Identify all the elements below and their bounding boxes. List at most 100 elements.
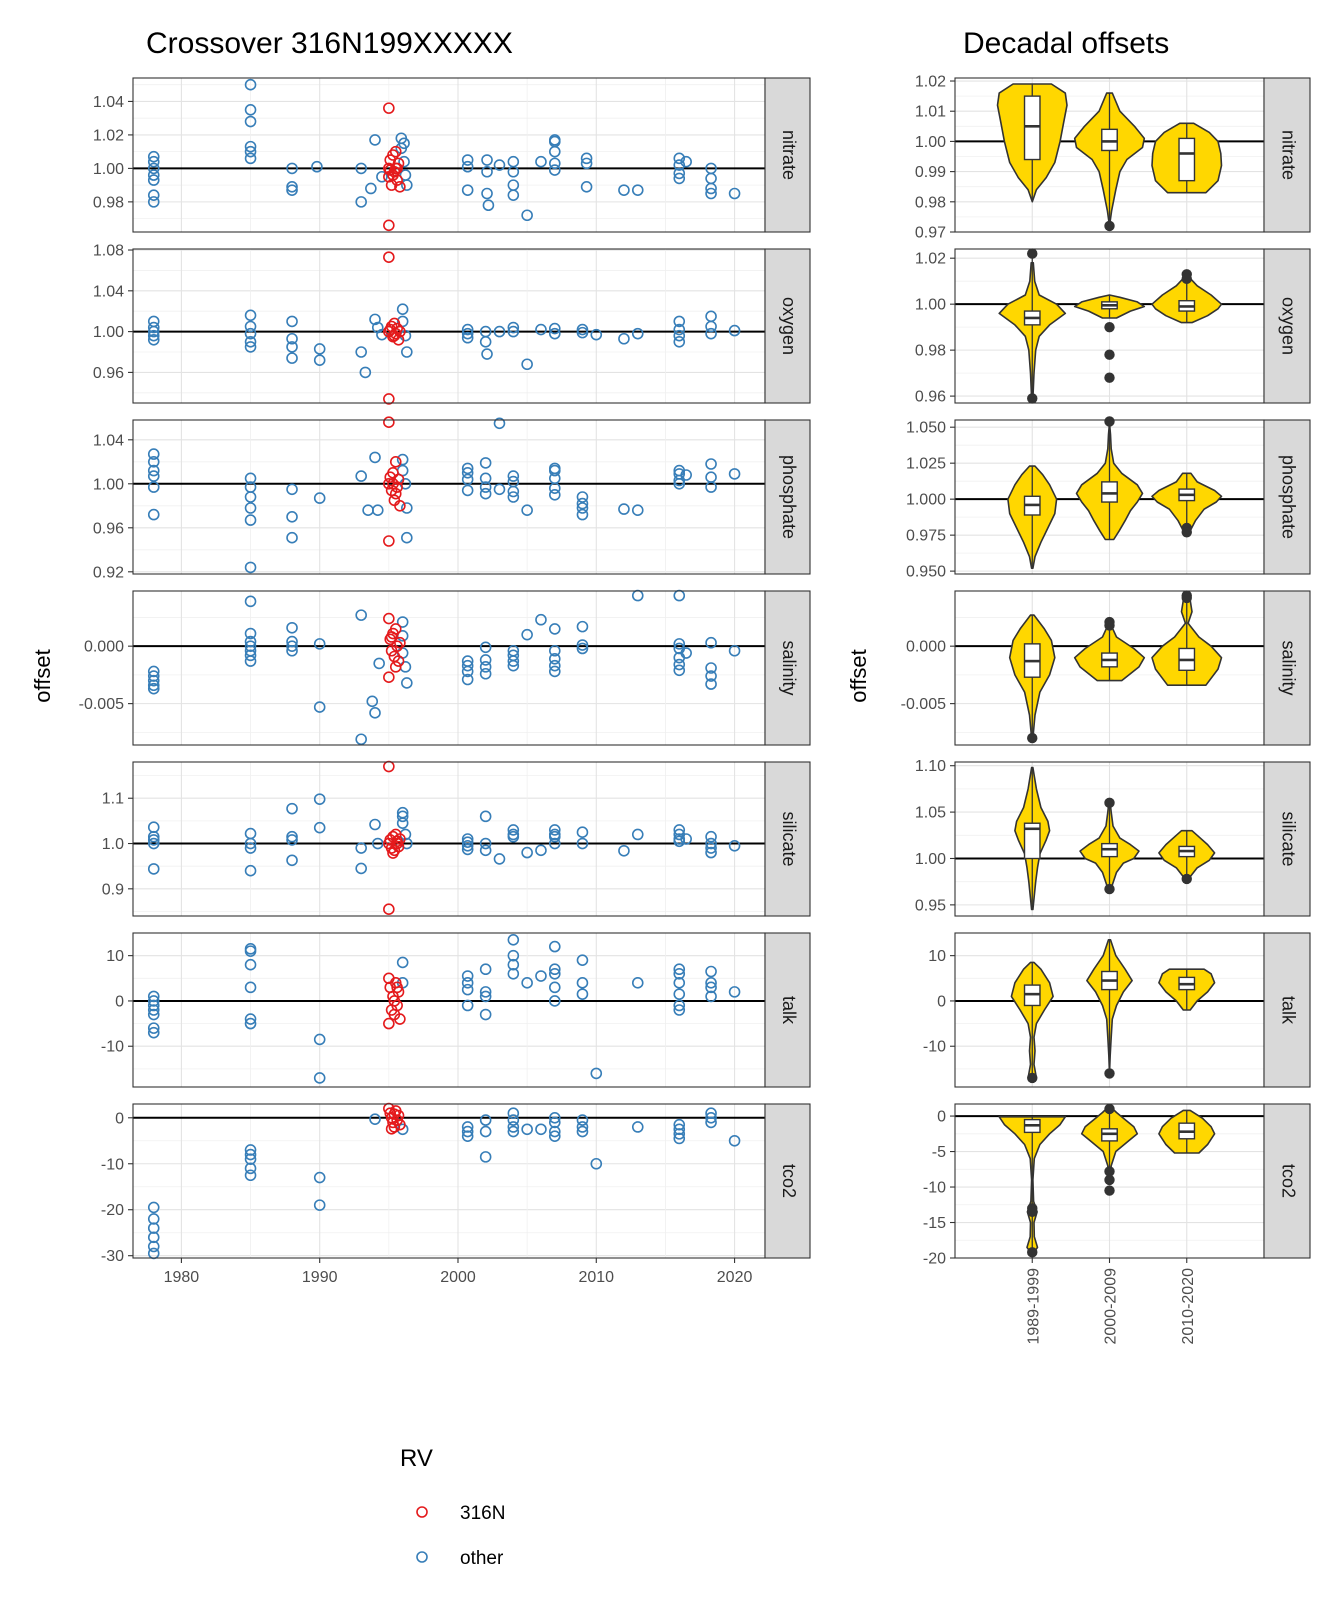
- data-point-other: [147, 333, 160, 346]
- data-point-other: [507, 830, 520, 843]
- right-y-tick-label: 0.98: [915, 194, 946, 211]
- data-point-316N: [391, 162, 403, 175]
- data-point-other: [244, 627, 257, 640]
- scatter-panel-oxygen: 0.96 1.00 1.04 1.08 oxygen: [93, 243, 811, 405]
- data-point-other: [493, 325, 506, 338]
- left-strip-oxygen: [764, 248, 811, 404]
- data-point-other: [673, 638, 686, 650]
- data-point-other: [576, 508, 589, 521]
- data-point-other: [244, 561, 257, 574]
- data-point-other: [535, 970, 547, 982]
- data-point-other: [507, 933, 520, 946]
- data-point-other: [461, 836, 474, 848]
- data-point-other: [705, 1107, 717, 1119]
- data-point-other: [355, 162, 367, 175]
- data-point-other: [244, 649, 257, 662]
- data-point-other: [369, 313, 381, 326]
- left-strip-talk: [764, 932, 811, 1088]
- data-point-other: [548, 981, 561, 994]
- legend-title: RV: [400, 1445, 433, 1472]
- scatter-panel-phosphate: 0.92 0.96 1.00 1.04 phosphate: [93, 416, 811, 581]
- data-point-other: [147, 834, 160, 846]
- data-point-other: [548, 1111, 561, 1124]
- data-point-other: [244, 958, 257, 971]
- data-point-other: [580, 152, 593, 165]
- outlier-point: [1181, 873, 1192, 885]
- data-point-316N: [392, 655, 405, 667]
- data-point-other: [461, 970, 474, 982]
- data-point-316N: [387, 477, 399, 490]
- data-point-other: [396, 956, 409, 969]
- left-chart-title: Crossover 316N199XXXXX: [146, 27, 513, 60]
- data-point-other: [461, 843, 474, 856]
- data-point-other: [396, 810, 409, 823]
- data-point-other: [705, 1111, 717, 1124]
- scatter-panel-silicate: 0.9 1.0 1.1 silicate: [102, 760, 811, 917]
- data-point-other: [147, 508, 160, 521]
- data-point-other: [371, 504, 384, 517]
- data-point-other: [705, 846, 717, 859]
- data-point-other: [728, 187, 741, 200]
- data-point-other: [728, 986, 741, 998]
- data-point-other: [548, 157, 561, 170]
- left-y-tick-label: 0.96: [93, 365, 124, 382]
- data-point-other: [244, 981, 257, 994]
- data-point-other: [548, 830, 561, 843]
- data-point-316N: [388, 1121, 401, 1133]
- data-point-other: [521, 628, 533, 641]
- data-point-other: [286, 531, 298, 544]
- data-point-316N: [394, 181, 406, 193]
- data-point-other: [673, 967, 686, 980]
- data-point-other: [590, 328, 603, 341]
- data-point-other: [673, 977, 686, 989]
- data-point-other: [705, 981, 717, 994]
- data-point-other: [576, 837, 589, 850]
- left-y-tick-label: 1.00: [93, 476, 124, 493]
- data-point-other: [673, 477, 686, 490]
- data-point-other: [680, 647, 692, 659]
- data-point-other: [355, 470, 367, 482]
- data-point-other: [244, 864, 257, 877]
- outlier-point: [1027, 393, 1038, 404]
- data-point-other: [147, 682, 160, 695]
- data-point-other: [369, 451, 381, 464]
- right-y-tick-label: -10: [923, 1039, 946, 1056]
- data-point-other: [286, 483, 298, 496]
- data-point-other: [286, 621, 298, 634]
- data-point-316N: [391, 322, 403, 335]
- right-y-tick-label: 1.000: [906, 492, 946, 509]
- data-point-other: [576, 326, 589, 339]
- x-tick-label: 1980: [164, 1269, 200, 1286]
- data-point-other: [244, 320, 257, 333]
- right-strip-label: nitrate: [1278, 130, 1298, 180]
- data-point-other: [373, 657, 385, 670]
- data-point-other: [479, 810, 492, 823]
- data-point-other: [705, 977, 717, 989]
- data-point-other: [728, 644, 741, 657]
- data-point-other: [673, 835, 686, 848]
- data-point-other: [147, 1201, 160, 1214]
- data-point-other: [147, 1231, 160, 1244]
- data-point-other: [371, 837, 384, 850]
- data-point-other: [244, 640, 257, 652]
- data-point-other: [479, 1114, 492, 1126]
- data-point-other: [147, 830, 160, 843]
- right-strip-nitrate: [1263, 77, 1311, 233]
- data-point-316N: [383, 393, 395, 405]
- data-point-other: [376, 170, 388, 183]
- data-point-other: [461, 983, 474, 996]
- scatter-panel-talk: -10 0 10 talk: [101, 932, 811, 1088]
- data-point-other: [507, 485, 520, 498]
- right-strip-label: phosphate: [1278, 455, 1298, 539]
- data-point-other: [705, 481, 717, 493]
- data-point-other: [147, 196, 160, 208]
- right-y-tick-label: -15: [923, 1215, 946, 1232]
- data-point-other: [548, 145, 561, 158]
- outlier-point: [1027, 732, 1038, 744]
- outlier-point: [1181, 273, 1192, 285]
- data-point-other: [365, 182, 377, 195]
- right-strip-oxygen: [1263, 248, 1311, 404]
- data-point-other: [461, 665, 474, 678]
- left-panel-background-silicate: [133, 762, 765, 916]
- data-point-other: [548, 464, 561, 477]
